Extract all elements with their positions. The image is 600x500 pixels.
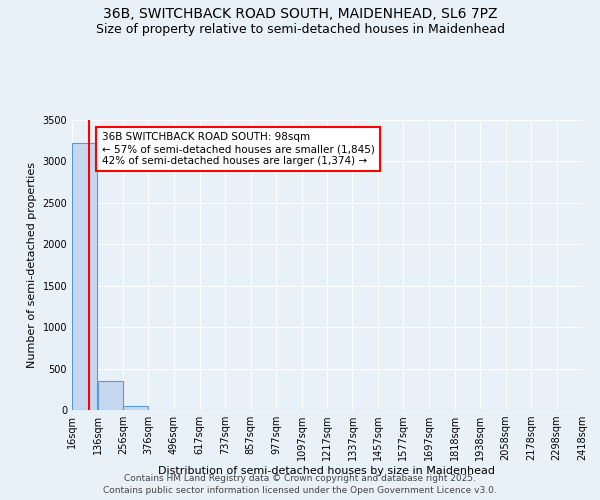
Text: 36B, SWITCHBACK ROAD SOUTH, MAIDENHEAD, SL6 7PZ: 36B, SWITCHBACK ROAD SOUTH, MAIDENHEAD, … bbox=[103, 8, 497, 22]
Bar bbox=[123, 406, 148, 410]
Y-axis label: Number of semi-detached properties: Number of semi-detached properties bbox=[27, 162, 37, 368]
Text: Contains HM Land Registry data © Crown copyright and database right 2025.
Contai: Contains HM Land Registry data © Crown c… bbox=[103, 474, 497, 495]
X-axis label: Distribution of semi-detached houses by size in Maidenhead: Distribution of semi-detached houses by … bbox=[158, 466, 496, 476]
Text: Size of property relative to semi-detached houses in Maidenhead: Size of property relative to semi-detach… bbox=[95, 22, 505, 36]
Text: 36B SWITCHBACK ROAD SOUTH: 98sqm
← 57% of semi-detached houses are smaller (1,84: 36B SWITCHBACK ROAD SOUTH: 98sqm ← 57% o… bbox=[101, 132, 374, 166]
Bar bbox=[98, 381, 123, 410]
Bar bbox=[72, 144, 97, 410]
